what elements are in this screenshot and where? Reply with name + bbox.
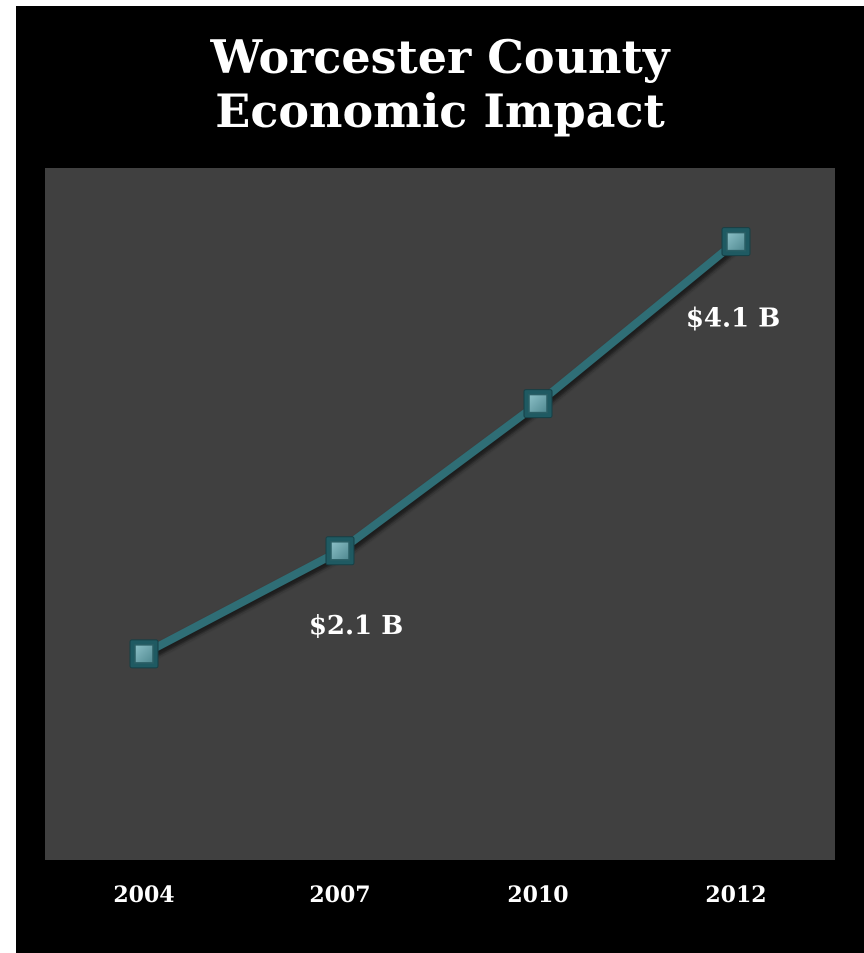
data-point-2007 [325, 536, 355, 566]
x-tick-label-2007: 2007 [309, 882, 370, 908]
series-line [140, 237, 740, 658]
x-tick-label-2012: 2012 [705, 882, 766, 908]
chart-title: Worcester County Economic Impact [16, 30, 864, 138]
data-point-2010 [523, 389, 553, 419]
data-point-2012 [721, 227, 751, 257]
data-label-2007: $2.1 B [309, 611, 403, 641]
plot-area [45, 168, 835, 860]
data-label-2012: $4.1 B [686, 304, 780, 334]
series-layer [129, 227, 751, 669]
data-labels: $2.1 B $4.1 B [309, 304, 780, 641]
data-point-2004 [129, 639, 159, 669]
x-tick-label-2010: 2010 [507, 882, 568, 908]
x-axis-tick-labels: 2004 2007 2010 2012 [113, 882, 766, 908]
chart-title-line-1: Worcester County [210, 30, 670, 84]
chart-title-line-2: Economic Impact [215, 84, 665, 138]
x-tick-label-2004: 2004 [113, 882, 174, 908]
